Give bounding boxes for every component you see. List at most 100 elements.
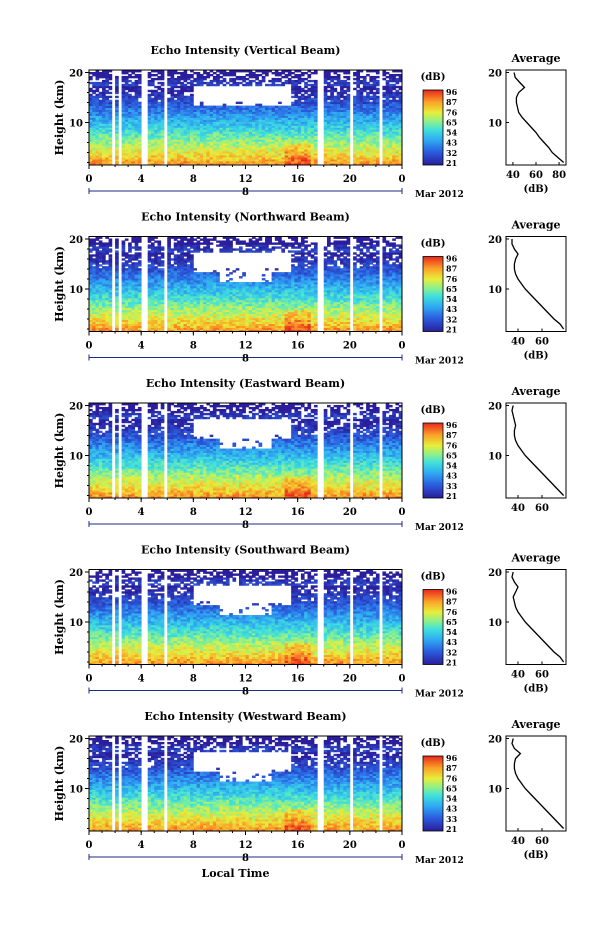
heatmap-cell	[167, 163, 171, 166]
heatmap-cell	[137, 252, 142, 255]
heatmap-cell	[232, 157, 237, 160]
heatmap-cell	[180, 89, 184, 93]
heatmap-cell	[229, 137, 233, 140]
heatmap-cell	[147, 159, 152, 162]
heatmap-cell	[147, 155, 152, 158]
heatmap-cell	[167, 71, 171, 75]
heatmap-cell	[177, 127, 181, 130]
x-tick-label: 0	[86, 174, 93, 185]
heatmap-cell	[89, 115, 93, 118]
heatmap-cell	[183, 145, 188, 148]
heatmap-cell	[248, 105, 253, 109]
heatmap-cell	[183, 133, 188, 136]
heatmap-cell	[209, 127, 214, 130]
heatmap-cell	[232, 153, 237, 156]
heatmap-cell	[134, 252, 139, 255]
heatmap-cell	[212, 157, 217, 160]
heatmap-cell	[134, 75, 139, 79]
heatmap-cell	[304, 77, 308, 81]
heatmap-cell	[238, 119, 243, 122]
heatmap-cell	[255, 81, 259, 85]
heatmap-cell	[147, 127, 152, 130]
heatmap-cell	[232, 109, 237, 112]
heatmap-cell	[128, 129, 132, 132]
heatmap-cell	[105, 163, 109, 166]
heatmap-cell	[92, 157, 96, 160]
heatmap-cell	[173, 103, 178, 107]
heatmap-cell	[190, 143, 194, 146]
heatmap-cell	[235, 133, 240, 136]
heatmap-cell	[222, 155, 227, 158]
heatmap-cell	[98, 133, 103, 136]
heatmap-cell	[154, 240, 158, 243]
heatmap-cell	[242, 123, 246, 126]
heatmap-cell	[92, 137, 96, 140]
heatmap-cell	[222, 133, 227, 136]
heatmap-cell	[147, 163, 152, 166]
heatmap-cell	[209, 155, 214, 158]
heatmap-cell	[157, 97, 162, 101]
heatmap-cell	[245, 155, 250, 158]
heatmap-cell	[307, 93, 312, 97]
heatmap-cell	[242, 125, 246, 128]
heatmap-cell	[212, 123, 217, 126]
heatmap-cell	[137, 137, 142, 140]
heatmap-cell	[209, 111, 214, 114]
heatmap-cell	[278, 105, 282, 109]
heatmap-cell	[196, 151, 201, 154]
heatmap-cell	[196, 133, 201, 136]
heatmap-cell	[167, 149, 171, 152]
heatmap-cell	[235, 149, 240, 152]
heatmap-cell	[150, 109, 155, 112]
heatmap-cell	[212, 75, 217, 79]
heatmap-cell	[232, 131, 237, 134]
heatmap-cell	[147, 101, 152, 105]
heatmap-cell	[186, 149, 191, 152]
heatmap-cell	[177, 103, 181, 107]
echo-heatmap	[89, 236, 403, 332]
heatmap-cell	[232, 123, 237, 126]
heatmap-cell	[121, 71, 126, 75]
heatmap-cell	[242, 79, 246, 83]
heatmap-cell	[209, 109, 214, 112]
heatmap-cell	[128, 83, 132, 87]
heatmap-cell	[154, 70, 158, 73]
heatmap-cell	[95, 135, 100, 138]
heatmap-cell	[157, 151, 162, 154]
heatmap-cell	[186, 163, 191, 166]
heatmap-cell	[238, 137, 243, 140]
heatmap-cell	[167, 113, 171, 116]
heatmap-cell	[225, 71, 230, 75]
heatmap-cell	[121, 123, 126, 126]
heatmap-cell	[108, 153, 113, 156]
heatmap-cell	[196, 117, 201, 120]
heatmap-cell	[131, 143, 136, 146]
heatmap-cell	[170, 143, 175, 146]
heatmap-cell	[353, 87, 357, 91]
heatmap-cell	[124, 115, 129, 118]
heatmap-cell	[190, 161, 194, 164]
heatmap-cell	[212, 119, 217, 122]
heatmap-cell	[89, 151, 93, 154]
heatmap-cell	[199, 129, 204, 132]
heatmap-cell	[212, 147, 217, 150]
heatmap-cell	[134, 107, 139, 110]
heatmap-cell	[105, 133, 109, 136]
heatmap-cell	[128, 153, 132, 156]
heatmap-cell	[128, 87, 132, 91]
heatmap-cell	[108, 101, 113, 105]
heatmap-cell	[89, 131, 93, 134]
heatmap-cell	[124, 79, 129, 83]
heatmap-cell	[160, 147, 165, 150]
heatmap-cell	[216, 75, 220, 79]
heatmap-cell	[242, 139, 246, 142]
heatmap-cell	[193, 115, 197, 118]
heatmap-cell	[157, 71, 162, 75]
heatmap-cell	[147, 115, 152, 118]
heatmap-cell	[160, 260, 165, 263]
heatmap-cell	[160, 161, 165, 164]
heatmap-cell	[115, 129, 119, 132]
heatmap-cell	[385, 75, 390, 79]
colorbar-tick-label: 87	[446, 97, 457, 107]
heatmap-cell	[167, 79, 171, 83]
